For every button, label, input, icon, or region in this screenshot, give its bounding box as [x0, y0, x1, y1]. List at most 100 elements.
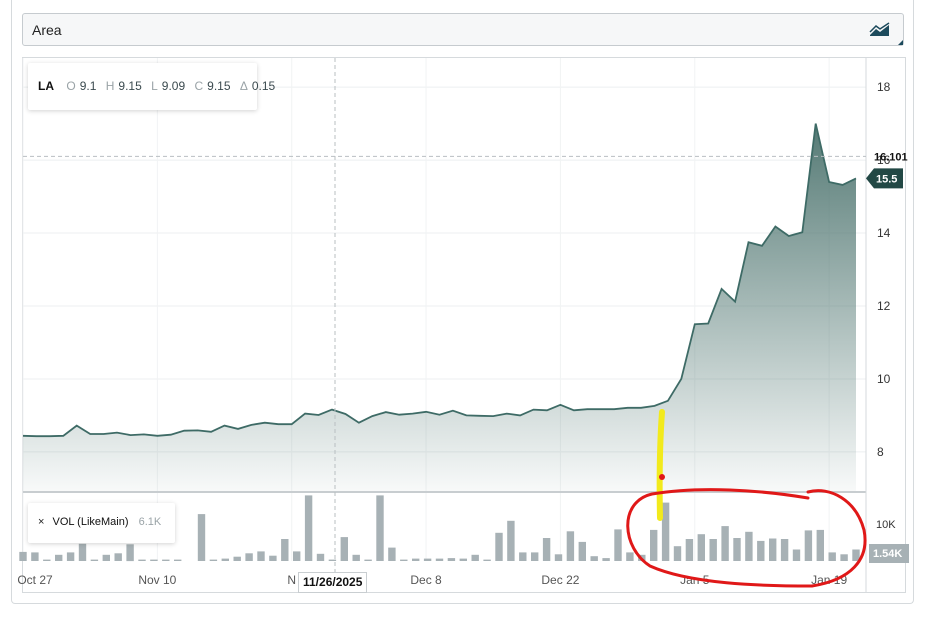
volume-bar: [840, 554, 848, 561]
area-chart-icon[interactable]: [869, 22, 891, 38]
x-axis: Oct 27 Nov 10 N Dec 8 Dec 22 Jan 5 Jan 19: [17, 573, 847, 587]
volume-bar: [66, 552, 75, 561]
volume-bar: [661, 502, 670, 561]
volume-bar: [471, 554, 479, 561]
volume-bar: [90, 559, 99, 561]
tooltip-low-key: L: [151, 79, 158, 93]
volume-bar: [745, 531, 753, 561]
tooltip-low: 9.09: [161, 79, 186, 93]
volume-bar: [757, 540, 765, 561]
volume-bar: [519, 552, 527, 561]
volume-bar: [459, 558, 467, 561]
tooltip-high-key: H: [105, 79, 115, 93]
volume-bar: [400, 559, 408, 561]
ohlc-tooltip: LA O 9.1 H 9.15 L 9.09 C 9.15 Δ 0.15: [28, 63, 275, 110]
yellow-highlight-stroke: [656, 409, 665, 521]
volume-bar: [328, 559, 337, 561]
volume-bar: [43, 559, 51, 561]
volume-bar: [697, 534, 705, 561]
volume-bar: [102, 554, 110, 561]
tooltip-symbol: LA: [38, 79, 54, 93]
volume-bar: [590, 556, 598, 561]
chart-type-select[interactable]: Area: [22, 13, 904, 46]
volume-bar: [852, 549, 860, 561]
tooltip-close-key: C: [194, 79, 204, 93]
volume-last-tag: 1.54K: [869, 544, 909, 563]
volume-bar: [150, 559, 158, 561]
volume-bar: [31, 552, 39, 561]
volume-bar: [221, 558, 229, 561]
volume-remove-icon[interactable]: ×: [38, 516, 45, 528]
volume-bar: [721, 526, 729, 561]
volume-bar: [828, 552, 836, 561]
x-tick-label: Nov 10: [138, 573, 176, 587]
red-dot-mark: [659, 474, 665, 480]
volume-bar: [364, 559, 372, 561]
volume-bar: [673, 546, 682, 561]
volume-bar: [435, 558, 444, 561]
volume-bar: [626, 552, 634, 561]
volume-bar: [578, 541, 586, 561]
volume-bar: [316, 553, 325, 561]
volume-bar: [614, 529, 622, 561]
x-tick-label: Dec 22: [541, 573, 579, 587]
volume-bar: [352, 554, 360, 561]
volume-bar: [304, 495, 313, 561]
tooltip-delta-key: Δ: [239, 79, 248, 93]
tooltip-close: 9.15: [207, 79, 231, 93]
volume-bar: [209, 559, 218, 561]
volume-bar: [709, 539, 717, 561]
x-tick-label: Oct 27: [17, 573, 53, 587]
y-tick-label: 8: [877, 445, 884, 459]
volume-bar: [423, 558, 432, 561]
volume-bar: [138, 559, 146, 561]
volume-bars: [19, 495, 860, 562]
tooltip-delta: 0.15: [251, 79, 276, 93]
tooltip-open-key: O: [66, 79, 76, 93]
volume-bar: [495, 532, 503, 561]
volume-bar: [447, 558, 456, 561]
volume-bar: [340, 537, 348, 561]
price-area: [23, 123, 856, 492]
volume-last-label: 1.54K: [873, 548, 902, 560]
volume-bar: [281, 539, 289, 561]
volume-bar: [733, 538, 741, 561]
volume-axis-label: 10K: [876, 519, 896, 531]
volume-legend: × VOL (LikeMain) 6.1K: [28, 503, 175, 543]
volume-bar: [257, 551, 265, 561]
volume-bar: [531, 552, 539, 561]
volume-bar: [269, 555, 277, 561]
volume-bar: [245, 553, 253, 561]
volume-bar: [769, 538, 777, 561]
y-tick-label: 16: [877, 153, 891, 167]
volume-bar: [685, 539, 694, 561]
volume-bar: [78, 543, 87, 561]
volume-bar: [507, 520, 515, 561]
last-price-tag: 15.5: [866, 168, 903, 189]
volume-bar: [114, 553, 122, 561]
volume-bar: [792, 549, 801, 561]
y-tick-label: 10: [877, 372, 891, 386]
tooltip-high: 9.15: [118, 79, 142, 93]
volume-bar: [233, 556, 241, 561]
volume-bar: [650, 529, 658, 561]
volume-bar: [804, 530, 813, 561]
price-reference-label: 16.101: [874, 151, 908, 163]
volume-bar: [293, 551, 301, 561]
crosshair-date-tag: 11/26/2025: [298, 572, 368, 593]
last-price-label: 15.5: [876, 173, 897, 185]
volume-bar: [19, 551, 27, 561]
y-tick-label: 18: [877, 80, 891, 94]
volume-bar: [780, 539, 789, 561]
volume-bar: [542, 538, 551, 561]
volume-bar: [376, 495, 384, 561]
y-axis: 18 16 14 12 10 8: [877, 80, 891, 459]
price-line: [22, 123, 857, 438]
volume-legend-value: 6.1K: [138, 516, 162, 528]
volume-legend-label: VOL (LikeMain): [52, 516, 129, 528]
volume-bar: [388, 547, 396, 561]
volume-bar: [566, 531, 575, 561]
select-corner-marker: [898, 40, 903, 45]
chart-card: [11, 0, 914, 604]
